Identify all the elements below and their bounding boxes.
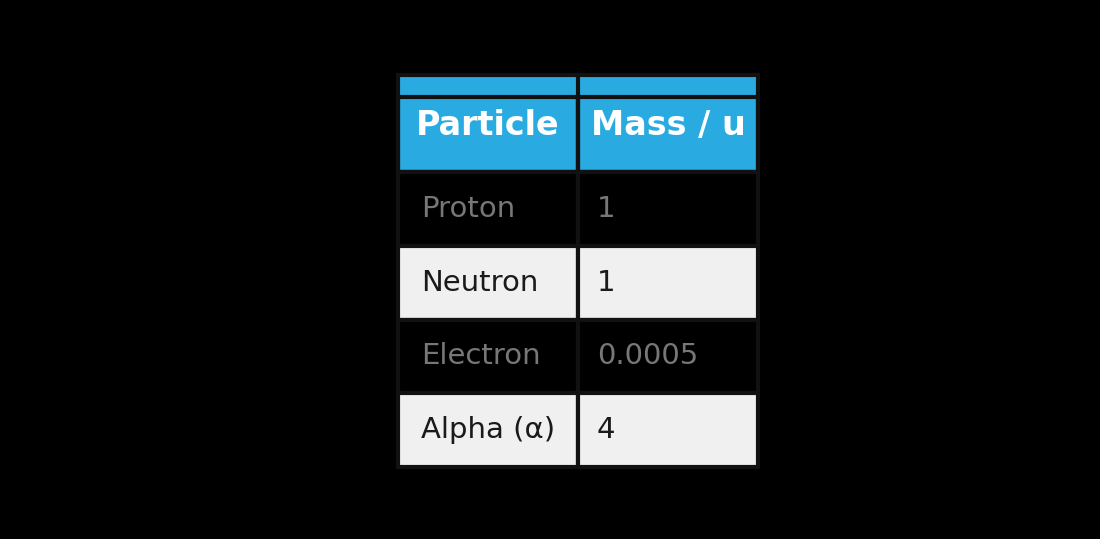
Text: Proton: Proton: [421, 195, 516, 223]
Text: 1: 1: [597, 195, 616, 223]
Bar: [397, 75, 579, 96]
Bar: [397, 75, 758, 171]
Bar: [397, 320, 579, 393]
Bar: [397, 246, 579, 320]
Text: Particle: Particle: [416, 109, 560, 142]
Bar: [397, 393, 579, 467]
Text: 4: 4: [597, 417, 616, 444]
Text: Neutron: Neutron: [421, 268, 539, 296]
Text: Mass / u: Mass / u: [591, 109, 746, 142]
Bar: [579, 393, 758, 467]
Bar: [579, 96, 758, 171]
Bar: [579, 171, 758, 246]
Bar: [579, 246, 758, 320]
Text: 1: 1: [597, 268, 616, 296]
Bar: [397, 96, 579, 171]
Bar: [579, 75, 758, 96]
Bar: [397, 171, 579, 246]
Bar: [579, 320, 758, 393]
Text: Alpha (α): Alpha (α): [421, 417, 556, 444]
Text: Electron: Electron: [421, 342, 541, 370]
Text: 0.0005: 0.0005: [597, 342, 698, 370]
